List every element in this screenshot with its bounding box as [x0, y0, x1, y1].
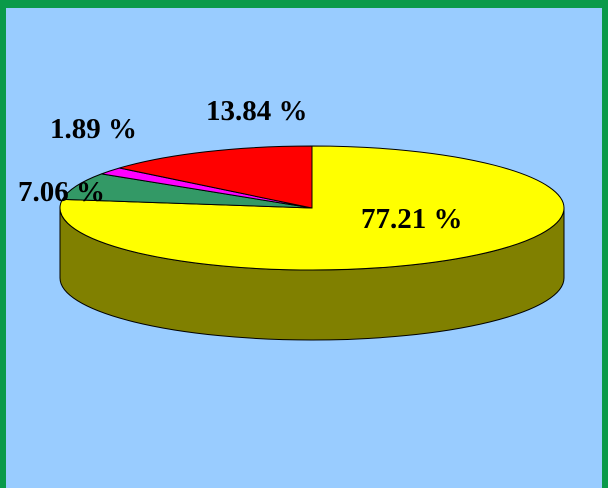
pie-slice-13-84 — [118, 145, 313, 209]
chart-panel: 77.21 % 7.06 % 1.89 % 13.84 % — [6, 8, 602, 488]
slice-label-13-84: 13.84 % — [206, 95, 308, 127]
slice-label-7-06: 7.06 % — [18, 176, 105, 208]
pie-chart: 77.21 % 7.06 % 1.89 % 13.84 % — [18, 95, 565, 341]
slice-label-1-89: 1.89 % — [50, 113, 137, 145]
slice-label-77-21: 77.21 % — [361, 203, 463, 235]
pie-slice-7-06 — [61, 173, 313, 209]
pie-labels: 77.21 % 7.06 % 1.89 % 13.84 % — [18, 95, 463, 235]
pie-tops — [59, 145, 565, 271]
